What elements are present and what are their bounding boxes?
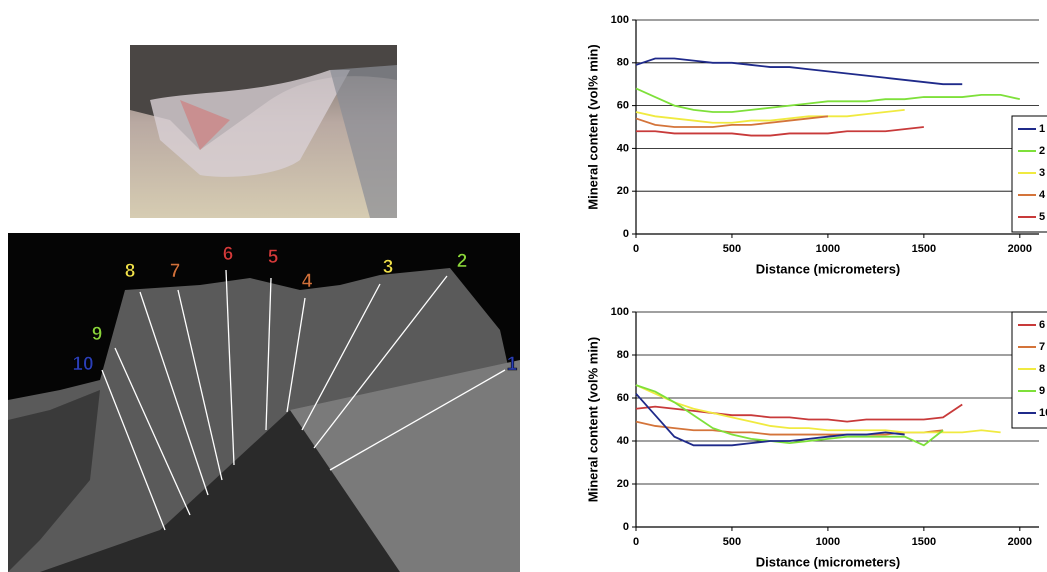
x-tick-label: 1000	[816, 243, 840, 255]
legend-label: 4	[1039, 189, 1046, 201]
legend-label: 7	[1039, 341, 1045, 353]
line-label: 8	[125, 261, 136, 282]
x-axis-title: Distance (micrometers)	[756, 261, 901, 276]
y-tick-label: 80	[617, 349, 629, 361]
y-tick-label: 100	[611, 306, 629, 318]
series-line	[635, 384, 1001, 434]
series-line	[635, 115, 829, 128]
y-tick-label: 60	[617, 100, 629, 112]
y-tick-label: 0	[623, 521, 629, 533]
micrograph: 10 9 8 7 6 5 4 3 2 1	[8, 233, 520, 572]
y-tick-label: 60	[617, 392, 629, 404]
x-tick-label: 500	[723, 243, 741, 255]
line-label: 7	[170, 261, 181, 282]
y-tick-label: 20	[617, 185, 629, 197]
legend-label: 5	[1039, 211, 1045, 223]
x-axis-title: Distance (micrometers)	[756, 554, 901, 569]
y-tick-label: 100	[611, 14, 629, 26]
line-label: 10	[72, 354, 93, 375]
line-label: 9	[92, 324, 103, 345]
y-axis-title: Mineral content (vol% min)	[585, 44, 600, 209]
y-tick-label: 80	[617, 57, 629, 69]
legend-label: 2	[1039, 145, 1045, 157]
x-tick-label: 0	[633, 243, 639, 255]
x-tick-label: 500	[723, 536, 741, 548]
y-axis-title: Mineral content (vol% min)	[585, 337, 600, 502]
line-label: 3	[383, 257, 394, 278]
legend-label: 9	[1039, 385, 1045, 397]
y-tick-label: 40	[617, 142, 629, 154]
legend-label: 3	[1039, 167, 1045, 179]
x-tick-label: 1500	[912, 243, 936, 255]
x-tick-label: 0	[633, 536, 639, 548]
x-tick-label: 1000	[816, 536, 840, 548]
series-line	[635, 403, 963, 423]
legend-label: 1	[1039, 123, 1045, 135]
legend-box	[1011, 311, 1047, 429]
y-tick-label: 20	[617, 478, 629, 490]
x-tick-label: 2000	[1008, 243, 1032, 255]
series-line	[635, 384, 944, 447]
line-label: 4	[302, 271, 313, 292]
series-line	[635, 87, 1021, 113]
series-line	[635, 393, 905, 447]
line-label: 6	[223, 244, 234, 265]
series-line	[636, 126, 924, 137]
line-label: 1	[507, 354, 518, 375]
y-tick-label: 40	[617, 435, 629, 447]
series-line	[635, 57, 963, 86]
legend-label: 6	[1039, 319, 1045, 331]
legend-label: 10	[1039, 407, 1047, 419]
y-tick-label: 0	[623, 228, 629, 240]
x-tick-label: 1500	[912, 536, 936, 548]
line-label: 5	[268, 247, 279, 268]
legend-label: 8	[1039, 363, 1045, 375]
series-line	[635, 108, 905, 124]
line-label: 2	[457, 251, 468, 272]
x-tick-label: 2000	[1008, 536, 1032, 548]
tooth-photo	[130, 45, 397, 218]
